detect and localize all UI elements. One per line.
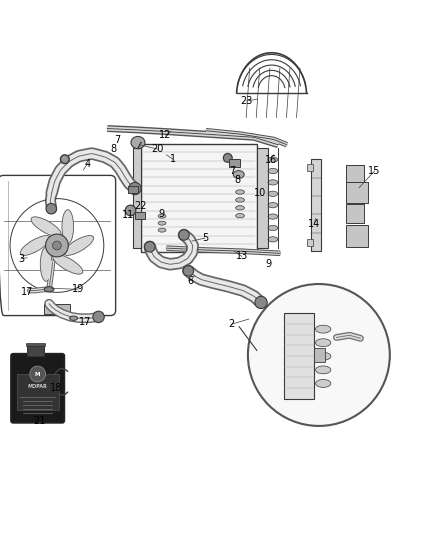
- Bar: [257, 148, 268, 248]
- Ellipse shape: [44, 287, 54, 292]
- Text: 7: 7: [114, 135, 120, 146]
- Ellipse shape: [268, 203, 278, 208]
- Ellipse shape: [236, 198, 244, 202]
- Ellipse shape: [70, 316, 78, 320]
- Text: 9: 9: [158, 209, 164, 219]
- Text: 1: 1: [170, 154, 176, 164]
- Circle shape: [93, 311, 104, 322]
- Text: 16: 16: [265, 155, 277, 165]
- Bar: [44, 304, 70, 314]
- Text: 6: 6: [187, 276, 194, 286]
- Text: 10: 10: [254, 188, 266, 198]
- Text: 17: 17: [21, 287, 33, 297]
- Text: 3: 3: [18, 254, 24, 264]
- Text: 7: 7: [229, 166, 235, 176]
- Bar: [128, 187, 138, 193]
- Ellipse shape: [236, 190, 244, 194]
- Circle shape: [60, 155, 69, 164]
- Bar: [346, 225, 367, 247]
- Circle shape: [145, 241, 155, 252]
- Bar: [346, 204, 364, 223]
- Text: 19: 19: [72, 284, 84, 294]
- Bar: [311, 159, 321, 251]
- Bar: [346, 182, 367, 203]
- Ellipse shape: [268, 168, 278, 174]
- Ellipse shape: [53, 254, 83, 274]
- Text: 18: 18: [50, 383, 62, 393]
- Text: 5: 5: [202, 233, 208, 243]
- Ellipse shape: [131, 136, 145, 149]
- Text: 11: 11: [122, 210, 134, 220]
- Text: 2: 2: [228, 319, 234, 329]
- Ellipse shape: [158, 221, 166, 225]
- Bar: [307, 165, 313, 172]
- Text: 20: 20: [152, 144, 164, 154]
- Text: 12: 12: [159, 130, 172, 140]
- Circle shape: [30, 366, 46, 382]
- Circle shape: [125, 205, 136, 216]
- Ellipse shape: [236, 214, 244, 218]
- Bar: [284, 313, 314, 399]
- Bar: [229, 159, 240, 167]
- Text: 13: 13: [236, 252, 248, 261]
- Bar: [314, 349, 325, 361]
- Text: 8: 8: [235, 175, 241, 185]
- Bar: [17, 374, 59, 410]
- Text: 15: 15: [368, 166, 381, 176]
- Ellipse shape: [268, 157, 278, 162]
- Circle shape: [179, 230, 189, 240]
- Ellipse shape: [158, 214, 166, 218]
- Ellipse shape: [20, 236, 50, 255]
- Ellipse shape: [268, 214, 278, 219]
- Bar: [346, 165, 364, 182]
- Ellipse shape: [233, 171, 244, 179]
- Text: 17: 17: [79, 317, 92, 327]
- Text: 21: 21: [33, 416, 46, 426]
- Ellipse shape: [40, 247, 52, 281]
- Text: 14: 14: [308, 219, 321, 229]
- Circle shape: [46, 204, 57, 214]
- Text: 22: 22: [134, 201, 146, 211]
- Ellipse shape: [62, 209, 74, 244]
- Circle shape: [255, 296, 267, 309]
- Circle shape: [223, 154, 232, 162]
- Ellipse shape: [64, 236, 94, 255]
- FancyBboxPatch shape: [11, 354, 64, 423]
- Text: M: M: [35, 372, 40, 376]
- Circle shape: [183, 265, 194, 276]
- Ellipse shape: [268, 191, 278, 197]
- Text: 4: 4: [85, 159, 91, 168]
- Circle shape: [53, 241, 61, 250]
- Text: 23: 23: [240, 96, 252, 106]
- Bar: [25, 343, 45, 346]
- Ellipse shape: [315, 366, 331, 374]
- Ellipse shape: [268, 225, 278, 231]
- Bar: [307, 239, 313, 246]
- Bar: [141, 144, 257, 253]
- Bar: [135, 212, 145, 219]
- Bar: [27, 346, 43, 356]
- Ellipse shape: [31, 217, 61, 237]
- Circle shape: [129, 182, 141, 195]
- Ellipse shape: [315, 379, 331, 387]
- Ellipse shape: [158, 228, 166, 232]
- Text: MOPAR: MOPAR: [28, 384, 48, 390]
- Ellipse shape: [315, 325, 331, 333]
- Ellipse shape: [268, 180, 278, 185]
- Ellipse shape: [268, 237, 278, 242]
- Text: 9: 9: [265, 260, 271, 269]
- Bar: [133, 148, 141, 248]
- Ellipse shape: [315, 339, 331, 346]
- Ellipse shape: [236, 206, 244, 210]
- Circle shape: [248, 284, 390, 426]
- Text: 8: 8: [110, 144, 116, 154]
- Circle shape: [46, 234, 68, 257]
- Ellipse shape: [315, 352, 331, 360]
